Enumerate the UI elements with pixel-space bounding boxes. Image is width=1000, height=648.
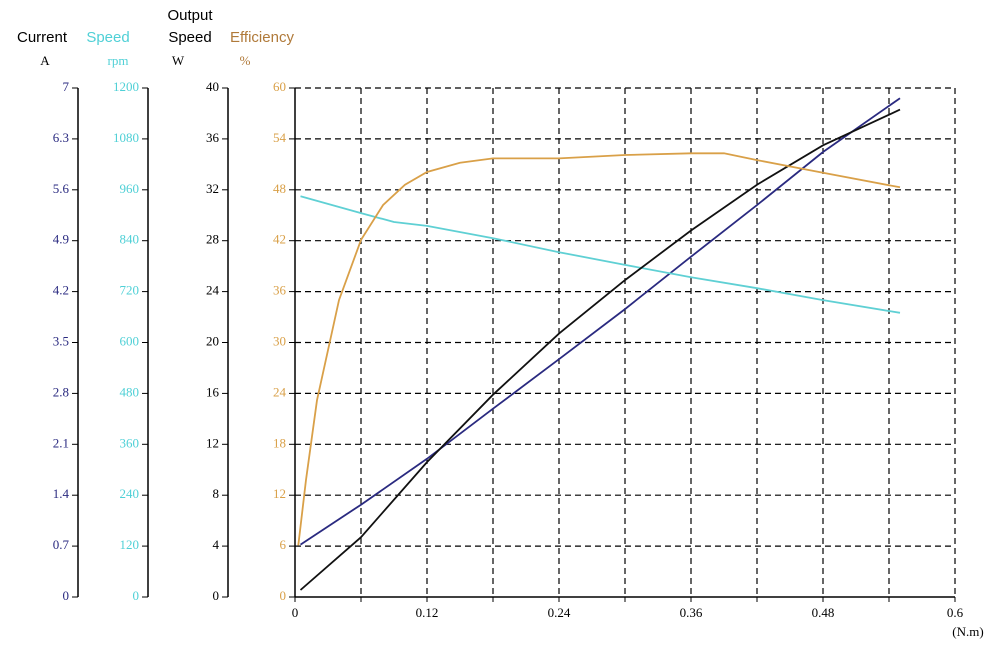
- y-tick-label: 120: [120, 537, 140, 552]
- x-tick-label: 0.6: [947, 605, 964, 620]
- y-tick-label: 1080: [113, 130, 139, 145]
- y-tick-label: 8: [213, 486, 220, 501]
- series-line: [299, 108, 901, 591]
- axis-title: Efficiency: [230, 29, 294, 46]
- y-tick-label: 12: [273, 486, 286, 501]
- y-tick-label: 720: [120, 283, 140, 298]
- axis-title: Speed: [168, 29, 211, 46]
- y-tick-label: 24: [273, 384, 287, 399]
- x-tick-label: 0.24: [548, 605, 571, 620]
- y-tick-label: 0: [280, 588, 287, 603]
- series-line: [300, 97, 901, 546]
- y-tick-label: 32: [206, 181, 219, 196]
- x-tick-label: 0: [292, 605, 299, 620]
- y-tick-label: 54: [273, 130, 287, 145]
- y-tick-label: 4: [213, 537, 220, 552]
- x-tick-label: 0.48: [812, 605, 835, 620]
- y-tick-label: 960: [120, 181, 140, 196]
- axis-unit: rpm: [108, 53, 129, 68]
- y-tick-label: 5.6: [53, 181, 70, 196]
- axis-title: Output: [167, 7, 213, 24]
- axis-title: Current: [17, 29, 68, 46]
- y-tick-label: 16: [206, 384, 220, 399]
- y-tick-label: 3.5: [53, 333, 69, 348]
- y-tick-label: 1200: [113, 79, 139, 94]
- y-tick-label: 48: [273, 181, 286, 196]
- axis-title: Speed: [86, 29, 129, 46]
- y-tick-label: 240: [120, 486, 140, 501]
- series-line: [300, 195, 901, 314]
- y-tick-label: 6: [280, 537, 287, 552]
- y-tick-label: 36: [206, 130, 220, 145]
- y-tick-label: 30: [273, 333, 286, 348]
- y-tick-label: 60: [273, 79, 286, 94]
- y-tick-label: 42: [273, 232, 286, 247]
- y-tick-label: 18: [273, 435, 286, 450]
- y-tick-label: 40: [206, 79, 219, 94]
- y-tick-label: 28: [206, 232, 219, 247]
- y-tick-label: 840: [120, 232, 140, 247]
- y-tick-label: 24: [206, 283, 220, 298]
- axis-unit: %: [240, 53, 251, 68]
- y-tick-label: 0: [133, 588, 140, 603]
- y-tick-label: 360: [120, 435, 140, 450]
- axis-unit: W: [172, 53, 185, 68]
- y-tick-label: 36: [273, 283, 287, 298]
- y-tick-label: 0: [213, 588, 220, 603]
- y-tick-label: 600: [120, 333, 140, 348]
- y-tick-label: 0.7: [53, 537, 70, 552]
- series-line: [297, 152, 901, 546]
- y-tick-label: 0: [63, 588, 70, 603]
- y-tick-label: 7: [63, 79, 70, 94]
- x-axis-label: (N.m): [952, 624, 983, 639]
- y-tick-label: 6.3: [53, 130, 69, 145]
- y-tick-label: 1.4: [53, 486, 70, 501]
- y-tick-label: 2.1: [53, 435, 69, 450]
- y-tick-label: 480: [120, 384, 140, 399]
- axis-unit: A: [40, 53, 50, 68]
- y-tick-label: 20: [206, 333, 219, 348]
- y-tick-label: 4.2: [53, 283, 69, 298]
- x-tick-label: 0.36: [680, 605, 703, 620]
- y-tick-label: 4.9: [53, 232, 69, 247]
- x-tick-label: 0.12: [416, 605, 439, 620]
- y-tick-label: 12: [206, 435, 219, 450]
- y-tick-label: 2.8: [53, 384, 69, 399]
